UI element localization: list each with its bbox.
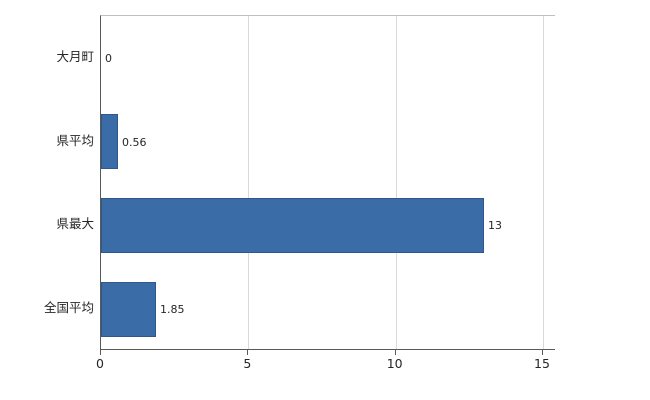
x-tick-mark <box>100 350 101 355</box>
x-tick-mark <box>394 350 396 355</box>
bar <box>101 282 156 337</box>
bar-value-label: 0 <box>105 51 112 65</box>
y-category-label: 大月町 <box>56 48 94 64</box>
x-gridline <box>543 16 544 349</box>
bar <box>101 114 118 169</box>
bar-value-label: 0.56 <box>122 135 147 149</box>
x-tick-label: 5 <box>243 356 252 371</box>
x-gridline <box>395 16 397 349</box>
bar-value-label: 13 <box>488 219 502 233</box>
bar <box>101 198 484 253</box>
plot-area: 0 0.56 13 1.85 <box>100 15 555 350</box>
x-gridline <box>248 16 250 349</box>
x-tick-mark <box>542 350 543 355</box>
y-category-label: 県最大 <box>56 216 94 232</box>
x-tick-label: 15 <box>534 356 550 371</box>
y-category-label: 県平均 <box>56 132 94 148</box>
x-tick-label: 10 <box>386 356 403 371</box>
bar-value-label: 1.85 <box>160 303 185 317</box>
x-tick-label: 0 <box>96 356 104 371</box>
x-tick-mark <box>247 350 249 355</box>
y-category-label: 全国平均 <box>43 300 94 316</box>
